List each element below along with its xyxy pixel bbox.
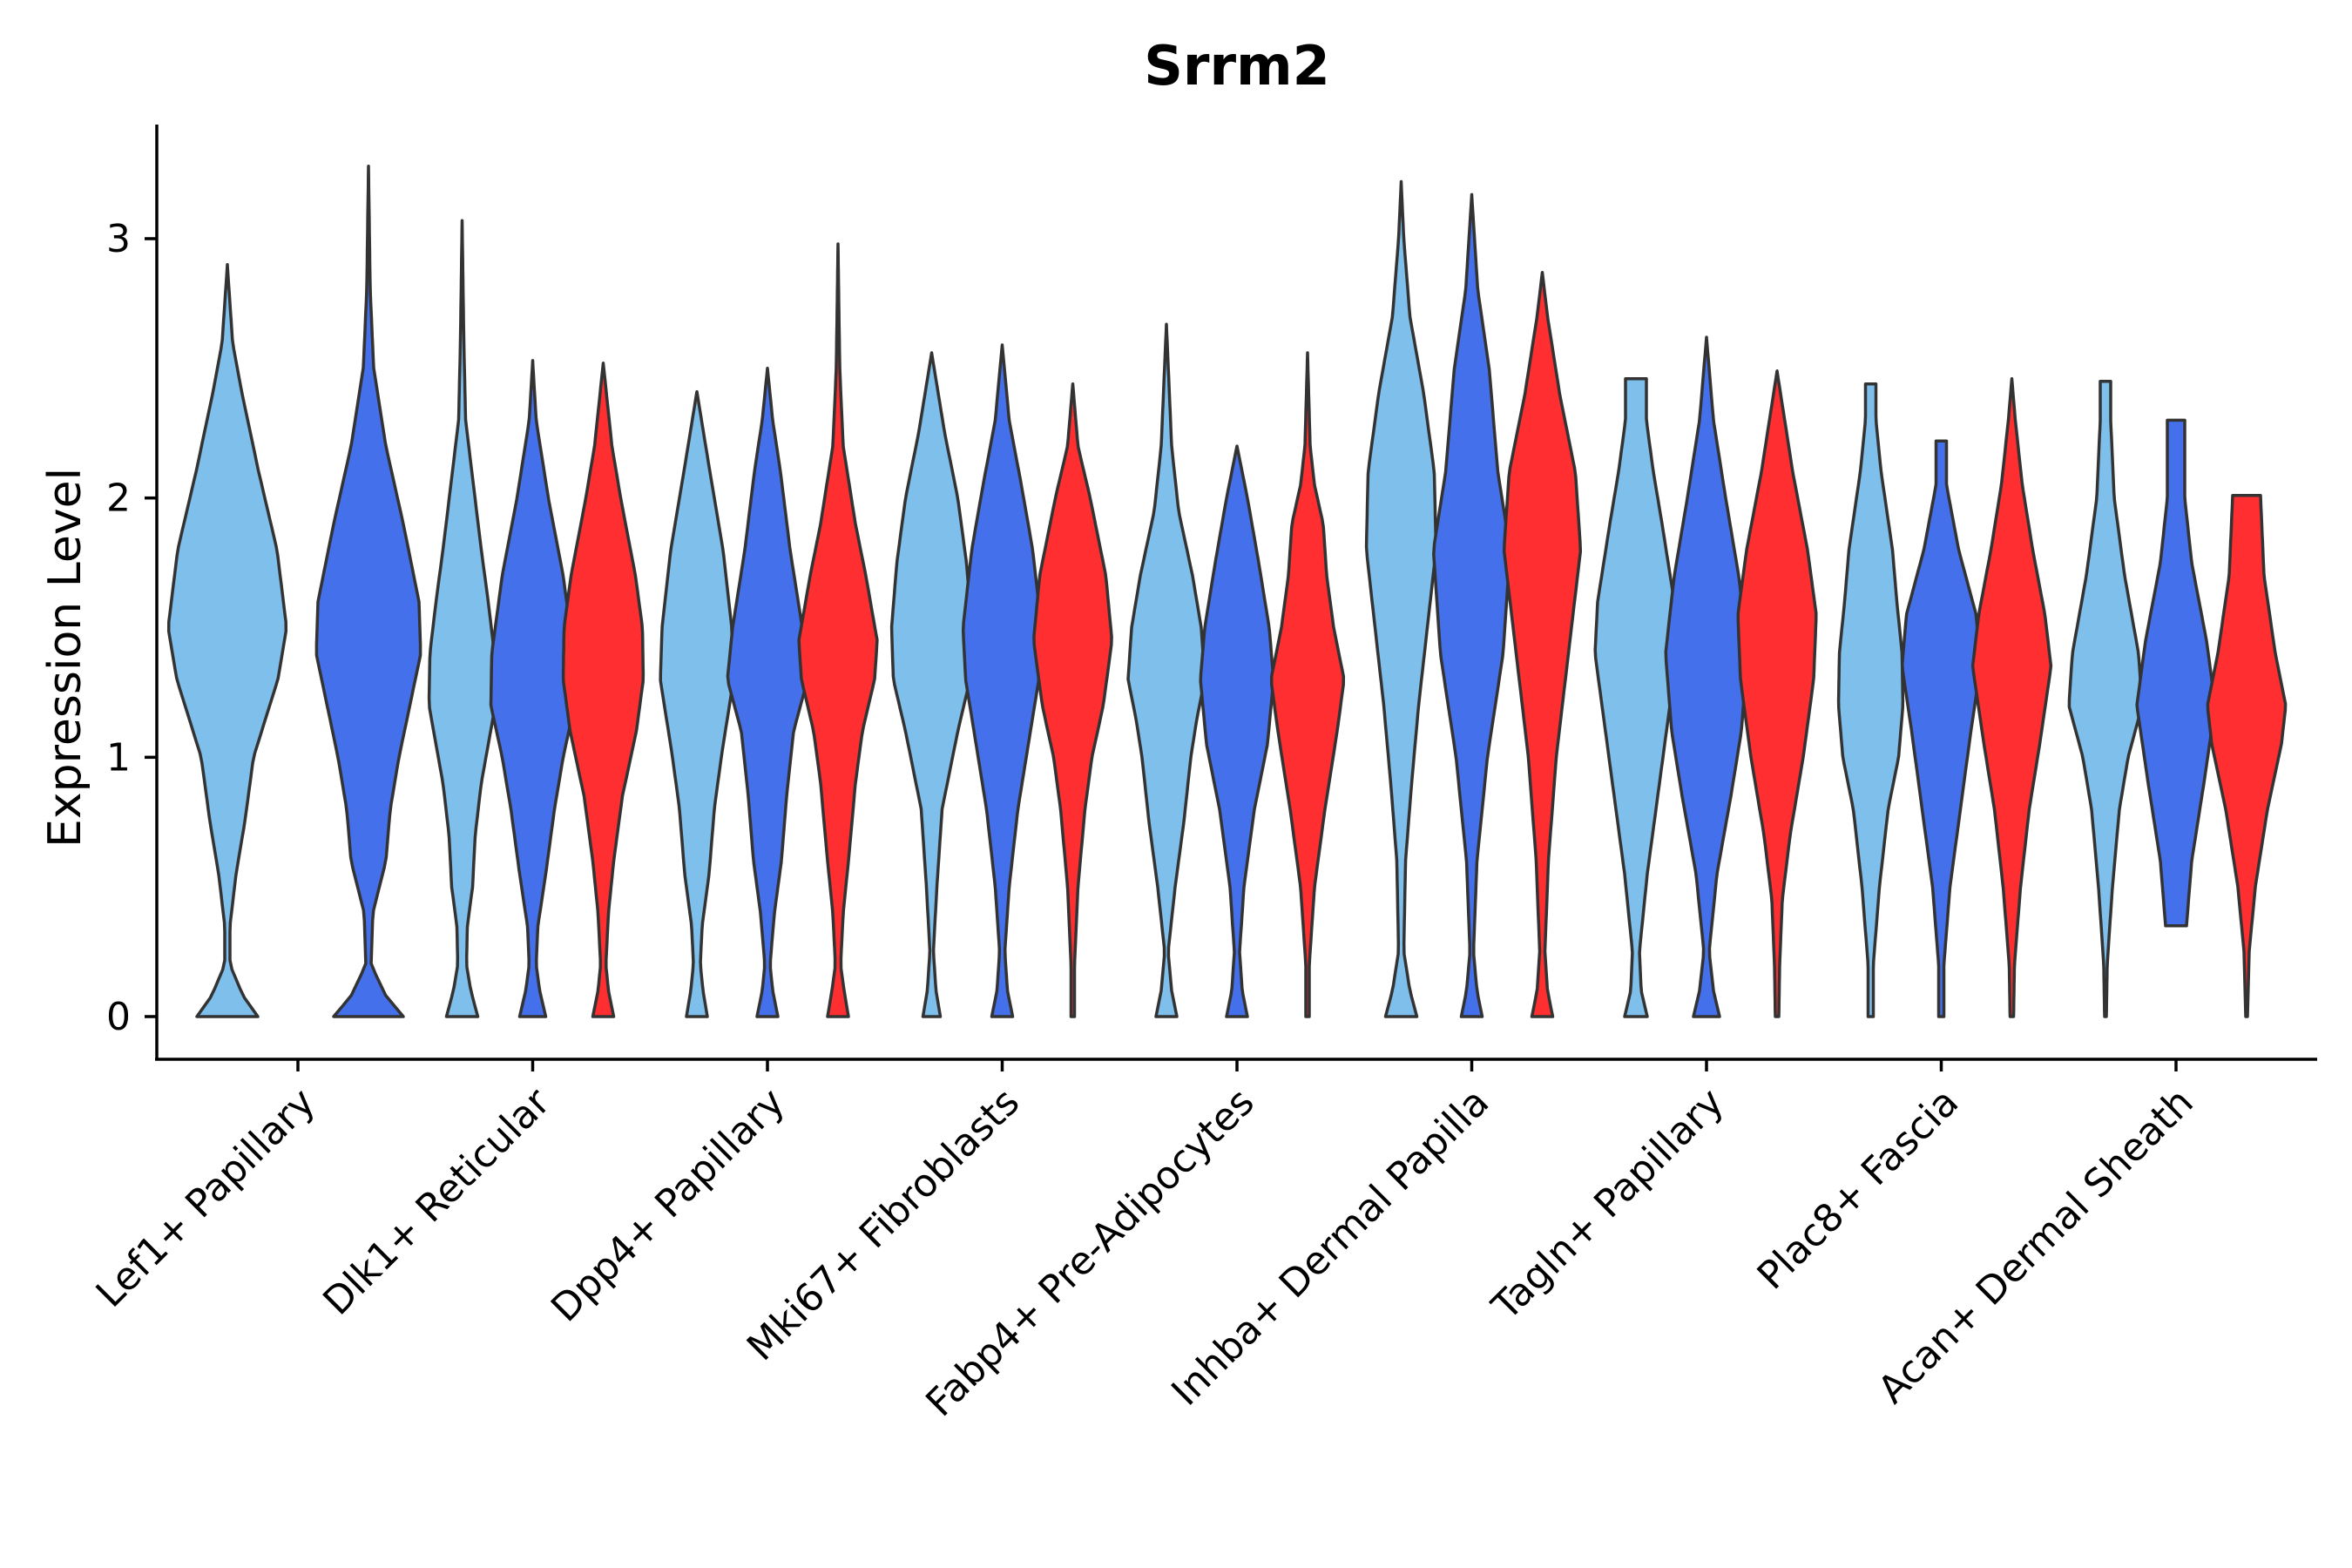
violin-acan-dermal-sheath-23 <box>2067 379 2144 1018</box>
violin-mki67-fibroblasts-9 <box>961 343 1044 1018</box>
violin-dlk1-reticular-4 <box>561 362 645 1018</box>
y-tick-label-1: 1 <box>106 735 131 780</box>
violin-dlk1-reticular-3 <box>489 359 577 1018</box>
violin-plac8-fascia-20 <box>1836 382 1905 1018</box>
violin-dpp4-papillary-6 <box>726 367 809 1018</box>
y-axis-label: Expression Level <box>39 468 91 848</box>
y-tick-label-0: 0 <box>106 995 131 1039</box>
x-tick-label-dpp4-papillary: Dpp4+ Papillary <box>543 1080 794 1331</box>
violin-tagln-papillary-17 <box>1593 376 1679 1018</box>
x-tick-label-tagln-papillary: Tagln+ Papillary <box>1484 1080 1733 1329</box>
violin-mki67-fibroblasts-10 <box>1032 382 1113 1018</box>
violin-inhba-dermal-papilla-15 <box>1432 193 1511 1018</box>
violin-dlk1-reticular-2 <box>427 219 497 1018</box>
violin-tagln-papillary-19 <box>1736 369 1818 1018</box>
violin-lef1-papillary-1 <box>314 164 422 1018</box>
violin-mki67-fibroblasts-8 <box>889 351 974 1018</box>
violin-acan-dermal-sheath-24 <box>2135 418 2217 928</box>
y-ticks: 0 1 2 3 <box>106 217 157 1039</box>
violin-fabp4-pre-adipocytes-13 <box>1269 351 1346 1018</box>
violin-fabp4-pre-adipocytes-11 <box>1126 322 1206 1018</box>
violin-lef1-papillary-0 <box>166 263 288 1018</box>
x-tick-label-dlk1-reticular: Dlk1+ Reticular <box>314 1079 559 1324</box>
y-tick-label-2: 2 <box>106 476 131 521</box>
violin-dpp4-papillary-5 <box>659 389 735 1018</box>
violin-dpp4-papillary-7 <box>797 242 879 1018</box>
y-tick-label-3: 3 <box>106 217 131 261</box>
violin-tagln-papillary-18 <box>1664 335 1749 1018</box>
x-tick-label-plac8-fascia: Plac8+ Fascia <box>1749 1080 1968 1299</box>
violin-plac8-fascia-22 <box>1970 376 2053 1018</box>
violin-acan-dermal-sheath-25 <box>2206 493 2288 1018</box>
violins-layer <box>166 164 2288 1018</box>
violin-fabp4-pre-adipocytes-12 <box>1199 444 1275 1018</box>
violin-inhba-dermal-papilla-14 <box>1364 179 1438 1018</box>
x-tick-label-lef1-papillary: Lef1+ Papillary <box>88 1080 324 1316</box>
violin-plac8-fascia-21 <box>1900 439 1983 1018</box>
violin-inhba-dermal-papilla-16 <box>1502 270 1583 1018</box>
chart-title: Srrm2 <box>1144 34 1330 98</box>
